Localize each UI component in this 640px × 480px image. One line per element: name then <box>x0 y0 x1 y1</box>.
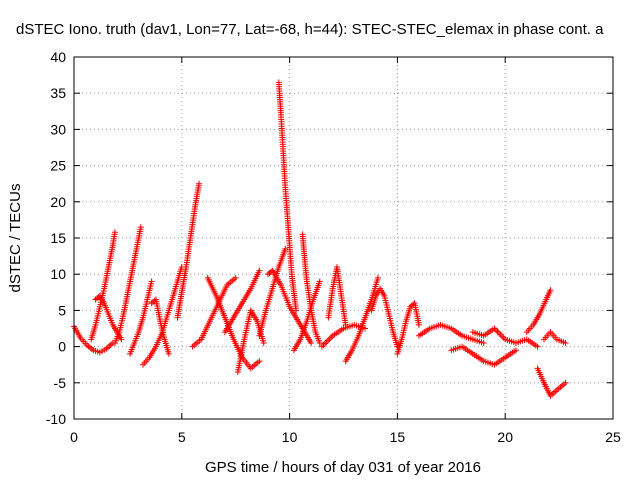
data-point <box>322 340 329 347</box>
data-point <box>325 337 332 344</box>
x-axis-label: GPS time / hours of day 031 of year 2016 <box>205 459 481 476</box>
data-point <box>512 347 519 354</box>
grid <box>74 57 613 419</box>
axis-ticks: 0 5 10 15 20 25 -10 -5 0 5 10 15 20 25 30 35 40 <box>46 49 621 445</box>
data-point <box>328 334 335 341</box>
data-point <box>316 339 323 346</box>
data-point <box>415 321 422 328</box>
arc-series-1 <box>88 229 118 343</box>
arc-series-13 <box>275 79 300 314</box>
y-tick-label: 15 <box>50 230 66 246</box>
x-tick-label: 5 <box>178 429 186 445</box>
data-point <box>362 325 369 332</box>
data-point <box>342 321 349 328</box>
data-point <box>256 267 263 274</box>
data-point <box>326 335 333 342</box>
data-point <box>308 339 315 346</box>
arc-series-12 <box>256 245 289 339</box>
arc-series-21 <box>394 300 422 357</box>
data-point <box>118 336 125 343</box>
arc-series-14 <box>265 267 315 346</box>
data-point <box>95 294 102 301</box>
y-axis-label: dSTEC / TECUs <box>7 184 24 293</box>
data-point <box>562 339 569 346</box>
y-tick-label: -5 <box>54 375 67 391</box>
data-point <box>137 224 144 231</box>
arc-series-10 <box>221 267 263 336</box>
y-tick-label: 10 <box>50 266 66 282</box>
data-point <box>165 350 172 357</box>
arc-series-25 <box>523 287 554 336</box>
arc-series-17 <box>318 321 369 350</box>
x-tick-label: 10 <box>282 429 298 445</box>
x-tick-label: 15 <box>390 429 406 445</box>
y-tick-label: 20 <box>50 194 66 210</box>
x-tick-label: 0 <box>70 429 78 445</box>
data-point <box>256 358 263 365</box>
y-tick-label: 40 <box>50 49 66 65</box>
data-point <box>534 343 541 350</box>
data-point <box>111 229 118 236</box>
data-point <box>497 331 504 338</box>
arc-series-9 <box>204 274 263 372</box>
y-tick-label: 5 <box>58 302 66 318</box>
arc-series-7 <box>174 180 203 321</box>
arc-series-18 <box>325 263 349 328</box>
data-point <box>316 278 323 285</box>
y-tick-label: -10 <box>46 411 66 427</box>
y-tick-label: 35 <box>50 85 66 101</box>
data-point <box>547 287 554 294</box>
data-points <box>71 79 569 399</box>
arc-series-6 <box>148 296 172 357</box>
data-point <box>267 268 274 275</box>
data-point <box>492 327 499 334</box>
arc-series-16 <box>299 231 323 346</box>
arc-series-20 <box>368 285 401 350</box>
arc-series-26 <box>534 365 569 399</box>
arc-series-4 <box>127 278 155 357</box>
arc-series-8 <box>189 274 239 350</box>
x-tick-label: 25 <box>605 429 621 445</box>
data-point <box>374 274 381 281</box>
arc-series-0 <box>71 323 116 356</box>
data-point <box>323 338 330 345</box>
arc-series-19 <box>342 274 381 365</box>
data-point <box>148 278 155 285</box>
data-point <box>496 330 503 337</box>
y-tick-label: 25 <box>50 158 66 174</box>
y-tick-label: 30 <box>50 121 66 137</box>
data-point <box>260 339 267 346</box>
x-tick-label: 20 <box>497 429 513 445</box>
data-point <box>480 339 487 346</box>
y-tick-label: 0 <box>58 339 66 355</box>
data-point <box>562 379 569 386</box>
arc-series-3 <box>111 224 144 346</box>
arc-series-23 <box>448 343 519 368</box>
data-point <box>282 245 289 252</box>
data-point <box>499 333 506 340</box>
data-point <box>232 274 239 281</box>
chart-title: dSTEC Iono. truth (dav1, Lon=77, Lat=-68… <box>16 21 604 38</box>
arc-series-24 <box>469 325 541 350</box>
arc-series-27 <box>541 329 569 346</box>
arc-series-22 <box>415 321 487 346</box>
data-point <box>196 180 203 187</box>
